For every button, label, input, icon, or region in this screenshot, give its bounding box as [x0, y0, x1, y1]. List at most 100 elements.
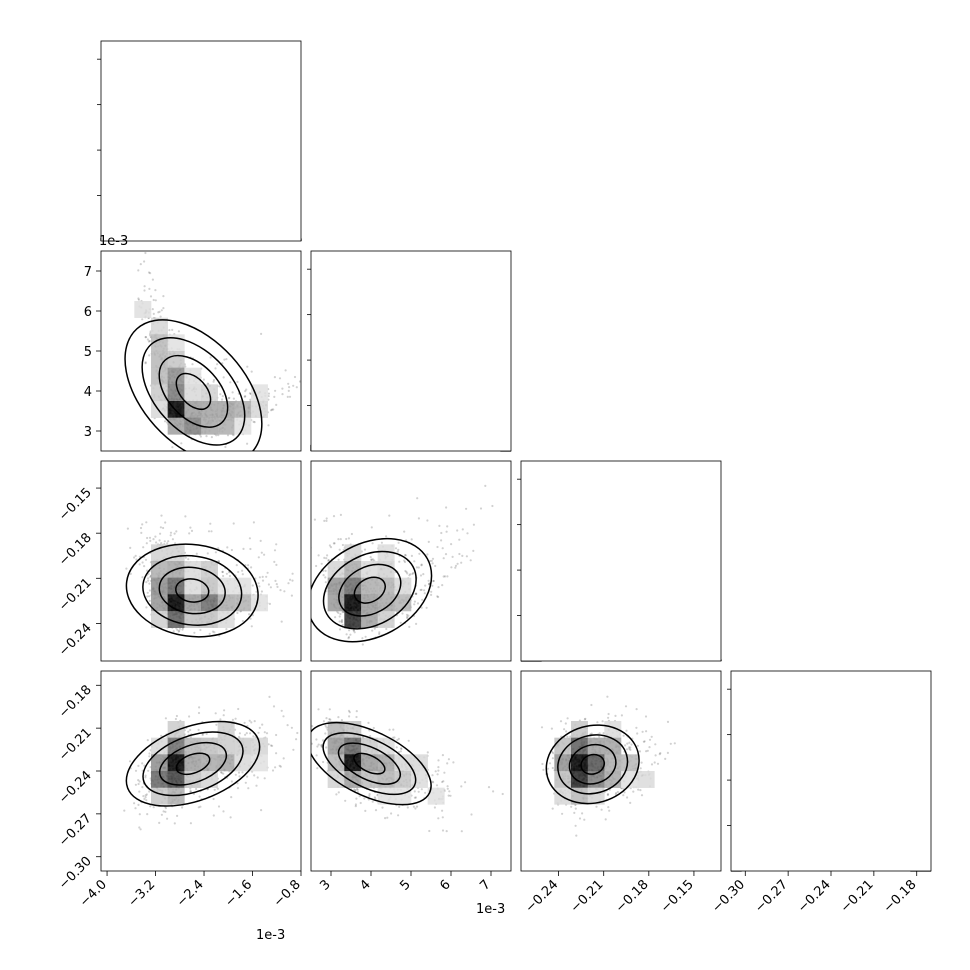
- sample-point: [420, 606, 423, 609]
- sample-point: [465, 507, 468, 510]
- sample-point: [238, 732, 241, 735]
- sample-point: [206, 552, 209, 555]
- sample-point: [134, 783, 137, 786]
- sample-point: [337, 611, 340, 615]
- sample-point: [189, 728, 192, 732]
- sample-point: [287, 582, 290, 585]
- sample-point: [324, 724, 327, 728]
- sample-point: [427, 540, 430, 544]
- sample-point: [214, 551, 217, 554]
- sample-point: [149, 295, 153, 298]
- sample-point: [177, 330, 180, 333]
- contour-line: [158, 566, 226, 615]
- sample-point: [363, 797, 366, 800]
- sample-point: [184, 556, 187, 559]
- sample-point: [226, 434, 230, 437]
- sample-point: [271, 408, 274, 411]
- sample-point: [344, 799, 347, 802]
- sample-point: [214, 367, 217, 370]
- sample-point: [404, 553, 407, 557]
- sample-point: [255, 784, 258, 787]
- sample-point: [430, 559, 433, 563]
- sample-point: [406, 616, 409, 620]
- panel-frame: [310, 460, 512, 662]
- sample-point: [263, 731, 266, 734]
- sample-point: [138, 826, 141, 829]
- sample-point: [441, 829, 445, 832]
- sample-point: [154, 535, 157, 538]
- sample-point: [355, 715, 358, 719]
- sample-point: [341, 623, 344, 627]
- sample-point: [265, 575, 268, 578]
- density-cell: [184, 754, 202, 772]
- sample-point: [223, 709, 226, 712]
- sample-point: [241, 619, 244, 623]
- density-cell: [327, 737, 345, 755]
- sample-point: [338, 628, 342, 631]
- sample-point: [408, 625, 411, 629]
- sample-point: [419, 574, 423, 577]
- density-cell: [167, 351, 185, 368]
- sample-point: [250, 566, 253, 569]
- sample-point: [274, 579, 277, 583]
- sample-point: [220, 771, 223, 774]
- sample-point: [307, 735, 309, 737]
- sample-point: [149, 272, 152, 275]
- sample-point: [148, 287, 151, 290]
- sample-point: [176, 814, 179, 818]
- sample-point: [437, 769, 440, 772]
- sample-point: [273, 376, 276, 379]
- sample-point: [282, 757, 285, 760]
- sample-point: [225, 358, 228, 361]
- sample-point: [148, 354, 151, 357]
- sample-point: [574, 807, 577, 810]
- sample-point: [470, 813, 473, 816]
- density-cell: [251, 384, 268, 402]
- sample-point: [282, 715, 285, 718]
- sample-point: [144, 796, 147, 799]
- sample-point: [219, 718, 222, 721]
- contour-line: [125, 543, 259, 638]
- sample-point: [159, 532, 162, 535]
- sample-point: [243, 395, 246, 398]
- sample-point: [139, 245, 141, 247]
- sample-point: [253, 720, 256, 723]
- density-cell: [134, 301, 152, 318]
- sample-point: [267, 583, 270, 586]
- density-cell: [377, 561, 395, 578]
- sample-point: [287, 389, 290, 392]
- sample-point: [193, 631, 196, 634]
- sample-point: [339, 538, 342, 541]
- sample-point: [175, 714, 178, 718]
- sample-point: [149, 539, 152, 543]
- sample-point: [252, 521, 255, 524]
- density-cell: [234, 577, 252, 595]
- sample-point: [432, 579, 435, 583]
- contour-line: [353, 576, 386, 604]
- density-cell: [344, 594, 362, 612]
- sample-point: [232, 397, 235, 400]
- sample-point: [327, 559, 330, 562]
- density-cell: [234, 401, 252, 418]
- sample-point: [371, 558, 374, 561]
- sample-point: [415, 805, 419, 808]
- sample-point: [430, 590, 433, 593]
- sample-point: [420, 788, 423, 791]
- sample-point: [160, 542, 163, 545]
- sample-point: [188, 532, 191, 535]
- sample-point: [325, 717, 328, 720]
- density-cell: [151, 611, 168, 628]
- sample-point: [137, 782, 140, 786]
- sample-point: [432, 579, 435, 583]
- sample-point: [569, 735, 572, 738]
- sample-point: [222, 376, 225, 379]
- density-cell: [344, 577, 362, 595]
- sample-point: [210, 530, 213, 533]
- sample-point: [215, 723, 218, 726]
- sample-point: [364, 809, 367, 813]
- sample-point: [217, 547, 220, 550]
- sample-point: [286, 724, 289, 727]
- sample-point: [261, 723, 264, 726]
- sample-point: [146, 536, 149, 540]
